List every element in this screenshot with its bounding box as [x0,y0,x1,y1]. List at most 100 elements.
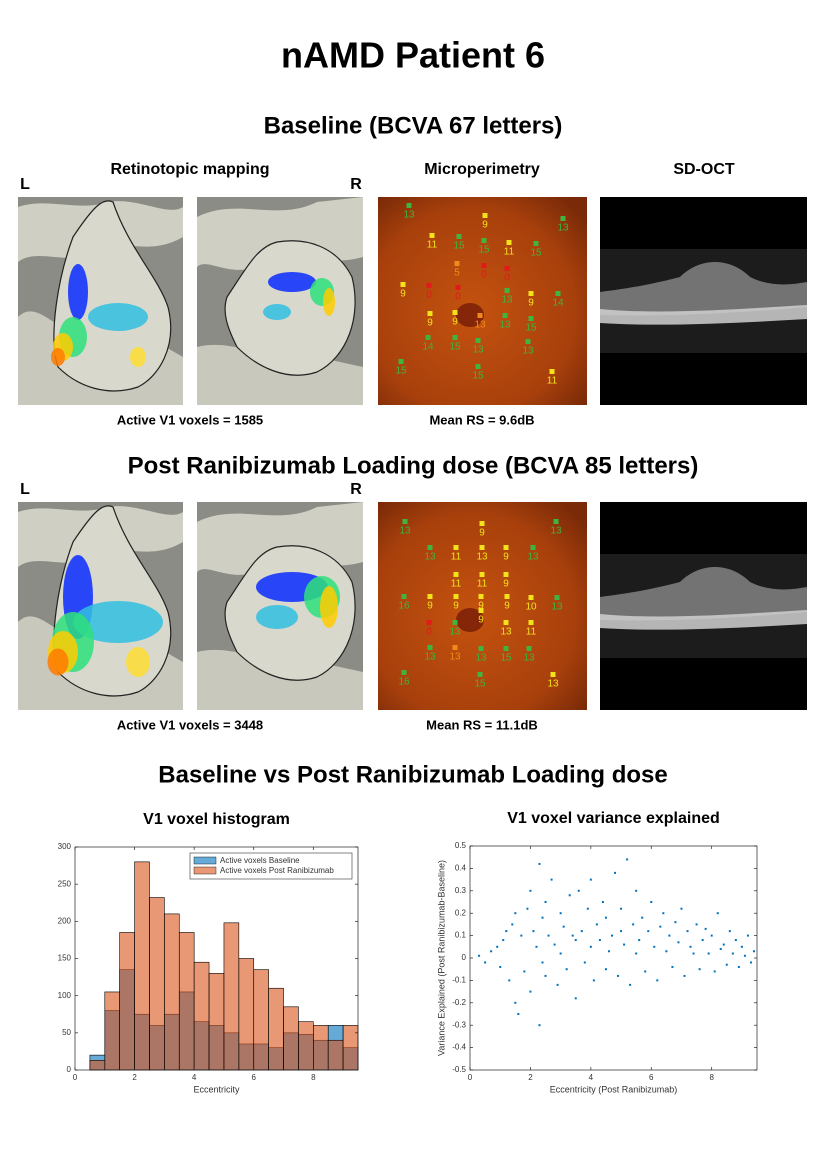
mp-marker [504,288,510,293]
scatter-point [520,934,523,937]
mp-marker [427,545,433,550]
activation [47,648,69,676]
scatter-point [689,945,692,948]
scatter-point [665,950,668,953]
activation [323,288,335,316]
histogram-bar [253,969,269,1071]
scatter-point [650,901,653,903]
y-tick-label: 200 [58,916,72,925]
scatter-point [734,939,737,942]
scatter-point [511,923,514,926]
scatter-point [562,925,565,928]
mp-value: 13 [527,552,539,563]
mp-value: 9 [452,317,458,328]
mp-value: 13 [522,346,534,357]
mp-marker [427,645,433,650]
scatter-point [610,934,613,937]
histogram-bar [178,932,195,1071]
x-tick-label: 2 [528,1073,533,1082]
mp-marker [475,338,481,343]
mp-marker [479,572,485,577]
scatter-point [505,930,508,933]
x-tick-label: 0 [73,1073,78,1082]
scatter-point [553,943,556,946]
mp-marker [528,291,534,296]
activation [263,304,291,320]
y-tick-label: -0.4 [452,1043,466,1052]
scatter-point [604,968,607,971]
histogram-bar [119,932,135,1071]
scatter-point [749,961,752,964]
scatter-point [677,941,680,944]
scatter-point [656,979,659,982]
y-tick-label: -0.5 [452,1065,466,1074]
mp-marker [530,545,536,550]
section-heading: Baseline (BCVA 67 letters) [264,112,563,139]
scatter-point [722,943,725,946]
mp-marker [479,545,485,550]
scatter-point [680,907,683,910]
activation [73,601,163,643]
x-tick-label: 6 [252,1073,257,1082]
mp-value: 0 [426,627,432,638]
fovea [456,608,484,632]
scatter-point [559,912,562,915]
scatter-point [565,968,568,971]
mp-value: 11 [451,579,462,590]
scatter-point [544,974,547,977]
scatter-point [743,954,746,957]
y-tick-label: -0.1 [452,976,466,985]
scatter-point [508,979,511,982]
hemisphere-label: R [350,481,362,498]
scatter-point [740,945,743,948]
scatter-point [523,970,526,973]
mp-marker [400,282,406,287]
mp-marker [503,545,509,550]
mp-marker [427,311,433,316]
scatter-point [580,930,583,933]
mp-value: 13 [550,526,562,537]
scatter-point [499,965,502,968]
scatter-point [617,974,620,977]
scatter-point [704,927,707,930]
mp-marker [478,594,484,599]
mp-marker [526,646,532,651]
x-axis-label: Eccentricity [193,1084,240,1094]
mp-value: 13 [547,679,559,690]
section-heading: Baseline vs Post Ranibizumab Loading dos… [158,761,667,788]
mp-marker [426,620,432,625]
scatter-point [716,912,719,915]
y-tick-label: 0 [462,953,467,962]
activation [88,303,148,331]
y-axis-label: Variance Explained (Post Ranibizumab-Bas… [436,860,446,1056]
scatter-point [707,952,710,955]
mp-value: 11 [477,579,488,590]
y-tick-label: 150 [58,954,72,963]
legend-label: Active voxels Baseline [220,856,300,865]
mp-value: 13 [399,526,411,537]
x-tick-label: 4 [589,1073,594,1082]
mp-marker [478,646,484,651]
hemisphere-label: R [350,176,362,193]
mp-marker [452,620,458,625]
mp-value: 13 [551,602,563,613]
x-tick-label: 8 [709,1073,714,1082]
mp-value: 0 [481,270,487,281]
scatter-point [529,889,532,892]
scatter-point [623,943,626,946]
scatter-point [496,945,499,948]
scatter-point [514,912,517,915]
legend-swatch [193,866,217,875]
scatter-point [571,934,574,937]
scatter-point [698,968,701,971]
mp-value: 9 [400,289,406,300]
mp-value: 9 [482,220,488,231]
y-tick-label: 100 [58,991,72,1000]
scatter-point [692,952,695,955]
x-tick-label: 8 [311,1073,316,1082]
x-tick-label: 2 [132,1073,137,1082]
mp-value: 9 [427,318,433,329]
mp-marker [503,620,509,625]
